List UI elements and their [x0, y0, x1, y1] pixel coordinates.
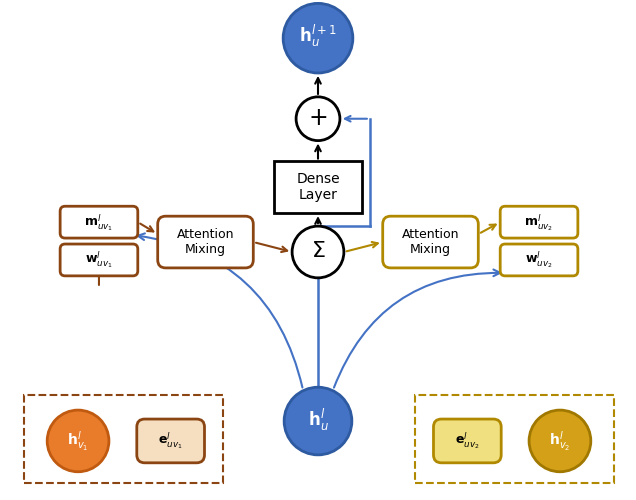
Text: $\mathbf{h}_{u}^{l+1}$: $\mathbf{h}_{u}^{l+1}$ [299, 23, 337, 50]
Text: $\mathbf{w}_{uv_2}^{l}$: $\mathbf{w}_{uv_2}^{l}$ [525, 250, 553, 270]
FancyBboxPatch shape [137, 419, 205, 463]
FancyBboxPatch shape [60, 244, 138, 276]
Circle shape [283, 4, 353, 73]
FancyBboxPatch shape [158, 216, 253, 268]
FancyBboxPatch shape [500, 244, 578, 276]
Circle shape [296, 97, 340, 140]
FancyBboxPatch shape [500, 206, 578, 238]
Circle shape [529, 410, 591, 472]
Text: $\mathbf{m}_{uv_2}^{l}$: $\mathbf{m}_{uv_2}^{l}$ [525, 212, 553, 233]
Text: Attention
Mixing: Attention Mixing [402, 228, 459, 256]
FancyArrowPatch shape [138, 234, 303, 388]
Text: $+$: $+$ [308, 106, 328, 130]
Bar [274, 162, 362, 213]
Text: $\mathbf{e}_{uv_1}^{l}$: $\mathbf{e}_{uv_1}^{l}$ [158, 430, 183, 452]
Circle shape [292, 226, 344, 278]
FancyBboxPatch shape [434, 419, 501, 463]
Circle shape [284, 387, 352, 455]
FancyBboxPatch shape [383, 216, 478, 268]
Circle shape [47, 410, 109, 472]
Text: $\mathbf{e}_{uv_2}^{l}$: $\mathbf{e}_{uv_2}^{l}$ [455, 430, 480, 452]
Text: $\Sigma$: $\Sigma$ [311, 241, 325, 261]
Text: Dense
Layer: Dense Layer [296, 172, 340, 203]
FancyArrowPatch shape [334, 270, 500, 388]
Bar [415, 395, 614, 482]
Text: $\mathbf{h}_{u}^{l}$: $\mathbf{h}_{u}^{l}$ [308, 407, 328, 433]
Text: $\mathbf{h}_{v_1}^{l}$: $\mathbf{h}_{v_1}^{l}$ [67, 429, 89, 452]
Text: $\mathbf{m}_{uv_1}^{l}$: $\mathbf{m}_{uv_1}^{l}$ [85, 212, 114, 233]
Text: $\mathbf{w}_{uv_1}^{l}$: $\mathbf{w}_{uv_1}^{l}$ [85, 250, 113, 270]
Bar [24, 395, 223, 482]
FancyBboxPatch shape [60, 206, 138, 238]
Text: $\mathbf{h}_{v_2}^{l}$: $\mathbf{h}_{v_2}^{l}$ [550, 429, 570, 452]
Text: Attention
Mixing: Attention Mixing [177, 228, 234, 256]
